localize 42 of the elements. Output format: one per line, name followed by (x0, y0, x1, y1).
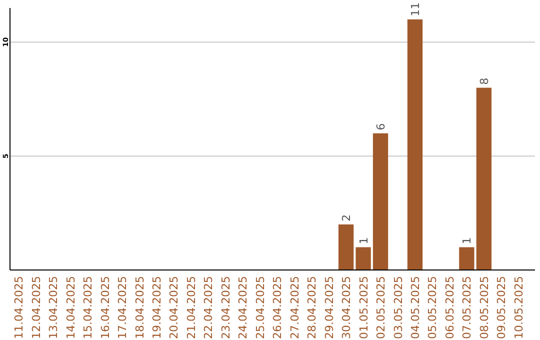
data-label: 11 (408, 2, 422, 16)
x-tick-label: 26.04.2025 (271, 276, 284, 339)
x-tick-label: 07.05.2025 (460, 276, 474, 339)
x-tick-label: 03.05.2025 (392, 276, 405, 339)
x-tick-label: 30.04.2025 (340, 276, 354, 339)
bar (338, 224, 354, 270)
x-tick-label: 09.05.2025 (495, 276, 508, 339)
data-label: 1 (357, 237, 370, 244)
bar (356, 247, 371, 270)
x-tick-label: 13.04.2025 (47, 276, 60, 339)
data-label: 1 (460, 237, 474, 244)
x-tick-label: 27.04.2025 (288, 276, 302, 339)
x-tick-label: 17.04.2025 (116, 276, 130, 339)
x-tick-label: 02.05.2025 (374, 276, 388, 339)
x-tick-label: 15.04.2025 (82, 276, 95, 339)
x-tick-label: 21.04.2025 (184, 276, 198, 339)
x-tick-label: 14.04.2025 (64, 276, 78, 339)
data-label: 6 (374, 123, 388, 130)
x-tick-label: 01.05.2025 (357, 276, 370, 339)
x-tick-label: 23.04.2025 (219, 276, 232, 339)
x-tick-label: 06.05.2025 (443, 276, 456, 339)
bar (459, 247, 474, 270)
x-tick-label: 16.04.2025 (98, 276, 112, 339)
bar (407, 19, 423, 270)
x-tick-label: 04.05.2025 (408, 276, 422, 339)
bar (476, 88, 492, 270)
data-label: 8 (478, 78, 491, 85)
data-label: 2 (340, 214, 354, 222)
x-tick-label: 19.04.2025 (150, 276, 164, 339)
x-tick-label: 08.05.2025 (478, 276, 491, 339)
x-tick-label: 29.04.2025 (322, 276, 336, 339)
x-tick-label: 25.04.2025 (254, 276, 267, 339)
x-tick-label: 18.04.2025 (133, 276, 146, 339)
x-tick-label: 20.04.2025 (168, 276, 181, 339)
x-tick-label: 24.04.2025 (236, 276, 250, 339)
x-tick-label: 11.04.2025 (12, 276, 26, 339)
x-tick-label: 10.05.2025 (512, 276, 526, 339)
x-tick-label: 28.04.2025 (306, 276, 319, 339)
bar (372, 133, 388, 270)
x-tick-label: 12.04.2025 (30, 276, 43, 339)
x-tick-label: 05.05.2025 (426, 276, 440, 339)
x-tick-label: 22.04.2025 (202, 276, 216, 339)
